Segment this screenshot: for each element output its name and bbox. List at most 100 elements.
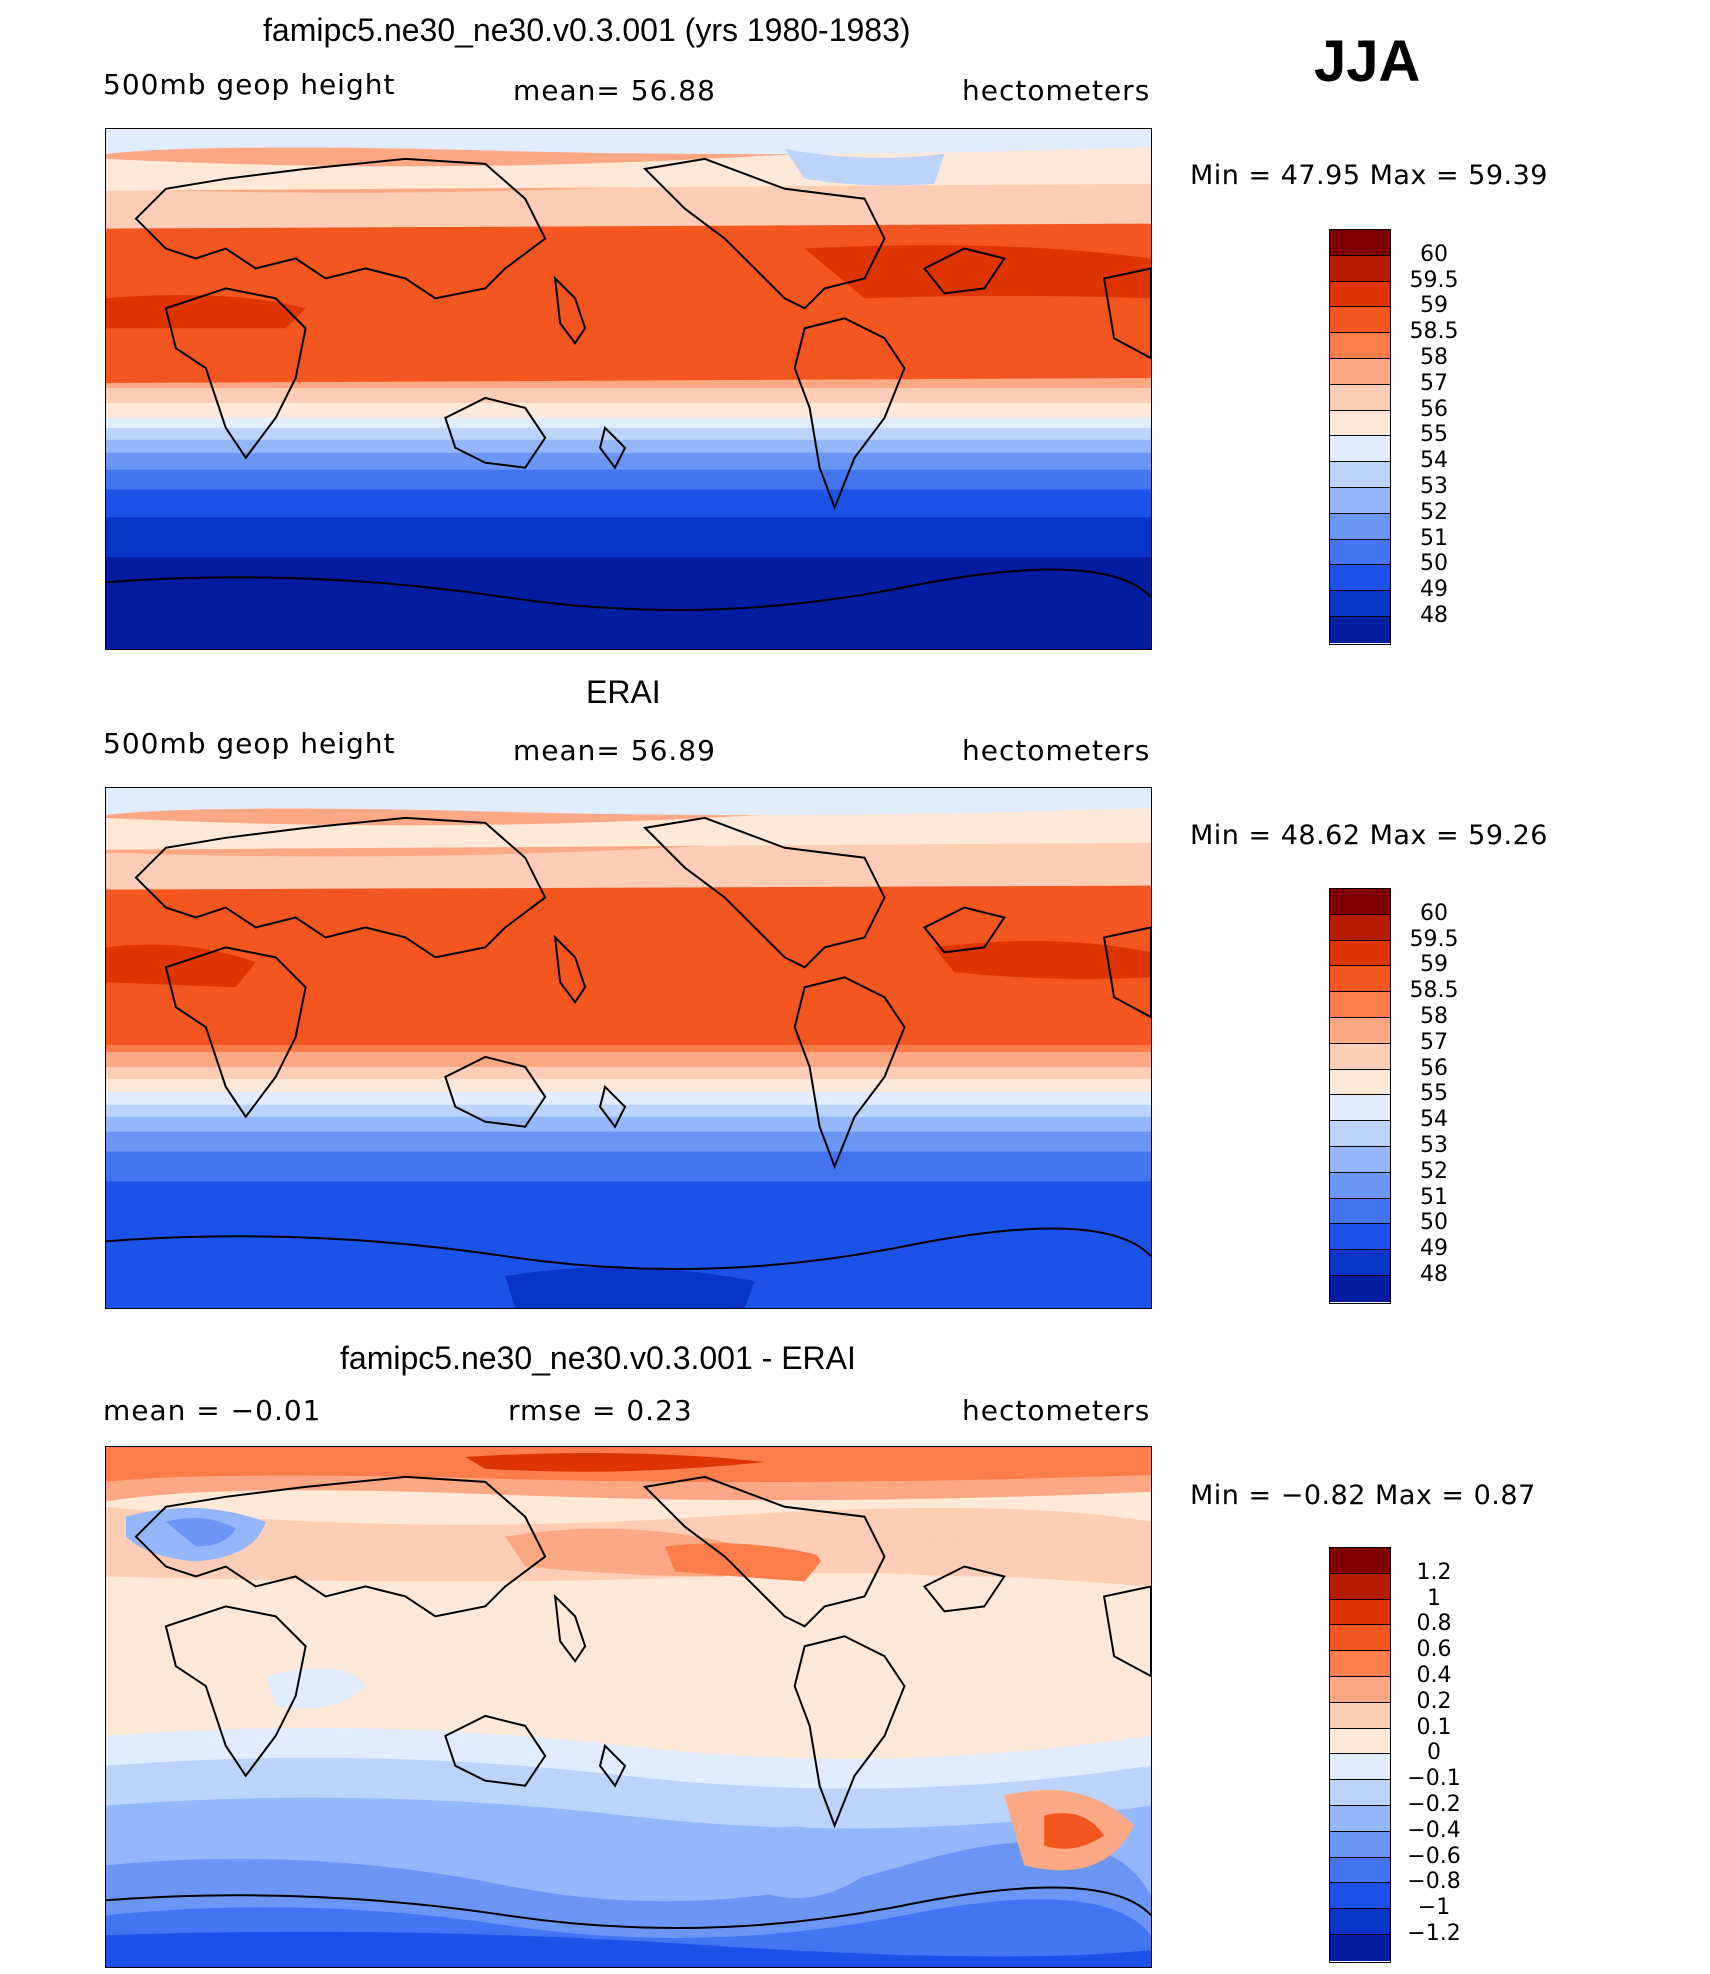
reanalysis-geopotential-map: [106, 788, 1151, 1308]
colorbar-tick-label: 58.5: [1409, 978, 1459, 1004]
colorbar-tick-label: 0.4: [1416, 1663, 1452, 1688]
colorbar-swatch: [1330, 1043, 1390, 1070]
colorbar-tick-label: 59.5: [1409, 926, 1459, 952]
colorbar-tick-label: 54: [1420, 1107, 1448, 1133]
colorbar-swatch: [1330, 230, 1390, 256]
colorbar-swatch: [1330, 940, 1390, 967]
colorbar-tick-label: 53: [1420, 474, 1448, 499]
colorbar-tick-label: −0.6: [1407, 1843, 1461, 1869]
colorbar-tick-label: 58: [1420, 1004, 1448, 1029]
colorbar-tick-label: 60: [1420, 241, 1448, 267]
colorbar-swatch: [1330, 487, 1390, 514]
panel-3-units-label: hectometers: [962, 1394, 1151, 1427]
season-label: JJA: [1314, 29, 1421, 94]
colorbar-tick-label: −0.8: [1407, 1869, 1461, 1895]
colorbar-swatch: [1330, 1754, 1390, 1781]
colorbar-swatch: [1330, 539, 1390, 566]
colorbar-tick-label: 48: [1420, 603, 1448, 628]
panel-1-map: [105, 128, 1152, 650]
colorbar-swatch: [1330, 1909, 1390, 1935]
panel-3-title: famipc5.ne30_ne30.v0.3.001 - ERAI: [340, 1340, 856, 1376]
colorbar-swatch: [1330, 333, 1390, 359]
colorbar-tick-label: 1: [1427, 1585, 1441, 1611]
colorbar-tick-label: 55: [1420, 1081, 1448, 1107]
colorbar-swatch: [1330, 281, 1390, 308]
colorbar-swatch: [1330, 565, 1390, 592]
panel-2-title: ERAI: [586, 674, 661, 710]
colorbar-swatch: [1330, 462, 1390, 488]
colorbar-swatch: [1330, 1805, 1390, 1832]
colorbar-swatch: [1330, 889, 1390, 915]
colorbar-tick-label: 58: [1420, 345, 1448, 370]
model-geopotential-map: [106, 129, 1151, 649]
panel-1-title: famipc5.ne30_ne30.v0.3.001 (yrs 1980-198…: [263, 12, 911, 48]
colorbar-swatch: [1330, 1146, 1390, 1173]
colorbar-tick-label: 50: [1420, 551, 1448, 577]
colorbar-swatch: [1330, 1780, 1390, 1806]
colorbar-swatch: [1330, 1728, 1390, 1755]
difference-map: [106, 1447, 1151, 1967]
colorbar-tick-label: −1: [1417, 1895, 1451, 1921]
colorbar-tick-label: 57: [1420, 370, 1448, 396]
colorbar-swatch: [1330, 1250, 1390, 1276]
colorbar-swatch: [1330, 1573, 1390, 1600]
colorbar-tick-label: 51: [1420, 525, 1448, 551]
colorbar-tick-label: 60: [1420, 900, 1448, 926]
colorbar-swatch: [1330, 1883, 1390, 1910]
panel-3-map: [105, 1446, 1152, 1968]
colorbar-swatch: [1330, 591, 1390, 617]
colorbar-tick-label: 56: [1420, 396, 1448, 422]
panel-3-rmse-label: rmse = 0.23: [508, 1394, 693, 1427]
panel-2-units-label: hectometers: [962, 734, 1151, 767]
colorbar-tick-label: 49: [1420, 1236, 1448, 1262]
colorbar-swatch: [1330, 1095, 1390, 1122]
panel-2-left-label: 500mb geop height: [103, 727, 396, 760]
colorbar-swatch: [1330, 1172, 1390, 1199]
colorbar-swatch: [1330, 436, 1390, 463]
colorbar-tick-label: 48: [1420, 1262, 1448, 1287]
colorbar-swatch: [1330, 1121, 1390, 1147]
panel-2-map: [105, 787, 1152, 1309]
colorbar-tick-label: −1.2: [1407, 1921, 1461, 1946]
panel-2-min-max: Min = 48.62 Max = 59.26: [1190, 820, 1548, 851]
colorbar-swatch: [1330, 966, 1390, 993]
colorbar-tick-label: 52: [1420, 499, 1448, 525]
colorbar-swatch: [1330, 992, 1390, 1018]
colorbar-swatch: [1330, 1069, 1390, 1096]
colorbar-tick-label: 59: [1420, 293, 1448, 319]
colorbar-swatch: [1330, 1831, 1390, 1858]
colorbar-tick-label: 51: [1420, 1184, 1448, 1210]
colorbar-swatch: [1330, 1599, 1390, 1626]
colorbar-swatch: [1330, 358, 1390, 385]
colorbar-swatch: [1330, 1275, 1390, 1302]
colorbar-tick-label: 59: [1420, 952, 1448, 978]
colorbar-tick-label: 0.8: [1416, 1611, 1452, 1637]
panel-1-units-label: hectometers: [962, 74, 1151, 107]
colorbar-swatch: [1330, 1625, 1390, 1652]
colorbar-swatch: [1330, 1857, 1390, 1884]
colorbar-tick-label: 1.2: [1416, 1559, 1452, 1585]
colorbar-swatch: [1330, 1548, 1390, 1574]
colorbar-swatch: [1330, 1224, 1390, 1251]
panel-1-mean-label: mean= 56.88: [513, 74, 716, 107]
colorbar-tick-label: 54: [1420, 448, 1448, 474]
panel-1-min-max: Min = 47.95 Max = 59.39: [1190, 160, 1548, 191]
colorbar-tick-label: 0.6: [1416, 1637, 1452, 1663]
colorbar-tick-label: 50: [1420, 1210, 1448, 1236]
panel-2-mean-label: mean= 56.89: [513, 734, 716, 767]
colorbar-tick-label: −0.1: [1407, 1766, 1461, 1792]
colorbar-swatch: [1330, 513, 1390, 540]
colorbar-swatch: [1330, 1198, 1390, 1225]
colorbar-tick-label: 52: [1420, 1158, 1448, 1184]
colorbar-tick-label: 58.5: [1409, 319, 1459, 345]
colorbar-swatch: [1330, 384, 1390, 411]
colorbar-swatch: [1330, 410, 1390, 437]
colorbar-tick-label: 0: [1427, 1740, 1441, 1766]
colorbar-swatch: [1330, 1651, 1390, 1677]
panel-3-colorbar: [1329, 1547, 1391, 1963]
colorbar-tick-label: 0.1: [1416, 1714, 1452, 1740]
panel-2-colorbar: [1329, 888, 1391, 1304]
panel-1-colorbar: [1329, 229, 1391, 645]
colorbar-swatch: [1330, 307, 1390, 334]
colorbar-tick-label: 53: [1420, 1133, 1448, 1158]
